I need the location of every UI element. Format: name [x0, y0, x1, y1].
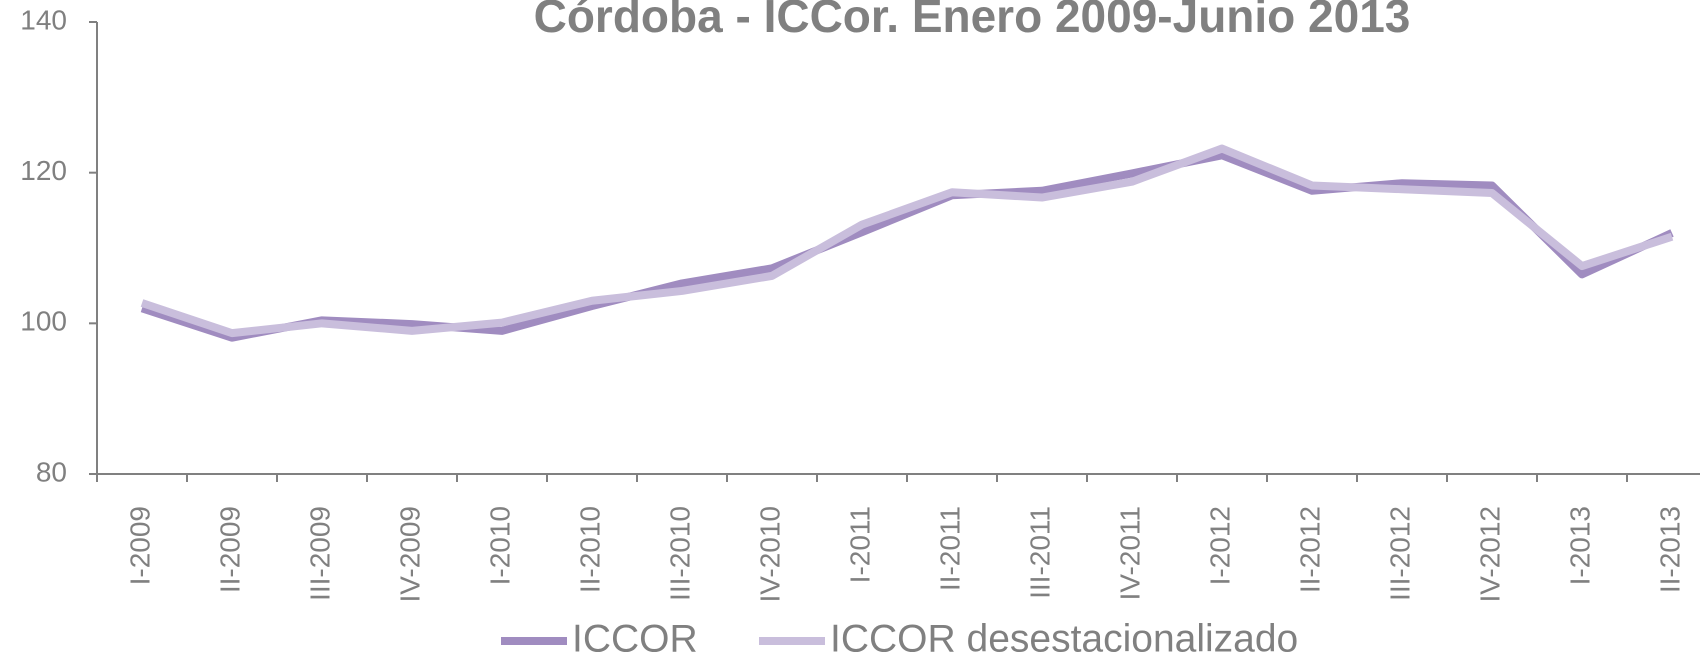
legend-label: ICCOR: [572, 617, 698, 658]
x-tick-label: II-2012: [1294, 506, 1325, 593]
x-tick-label: II-2011: [934, 506, 965, 591]
chart-title: Córdoba - ICCor. Enero 2009-Junio 2013: [534, 0, 1411, 42]
x-tick-label: IV-2012: [1474, 506, 1505, 603]
y-tick-label: 100: [20, 306, 67, 337]
x-tick-label: III-2009: [304, 506, 335, 601]
x-tick-label: III-2011: [1024, 506, 1055, 599]
y-tick-label: 80: [36, 456, 67, 487]
x-tick-label: IV-2010: [754, 506, 785, 603]
x-tick-label: II-2013: [1654, 506, 1685, 593]
x-tick-label: IV-2011: [1114, 506, 1145, 600]
x-tick-label: III-2012: [1384, 506, 1415, 601]
y-tick-label: 140: [20, 4, 67, 35]
series-line: [140, 144, 1674, 338]
y-tick-label: 120: [20, 155, 67, 186]
x-tick-label: II-2010: [574, 506, 605, 593]
series-line: [140, 151, 1674, 342]
x-tick-label: I-2011: [844, 506, 875, 583]
x-tick-label: IV-2009: [394, 506, 425, 603]
x-tick-label: I-2009: [124, 506, 155, 585]
x-tick-label: III-2010: [664, 506, 695, 601]
x-tick-label: I-2012: [1204, 506, 1235, 585]
x-tick-label: I-2013: [1564, 506, 1595, 585]
x-tick-label: I-2010: [484, 506, 515, 585]
x-tick-label: II-2009: [214, 506, 245, 593]
legend-label: ICCOR desestacionalizado: [830, 617, 1298, 658]
